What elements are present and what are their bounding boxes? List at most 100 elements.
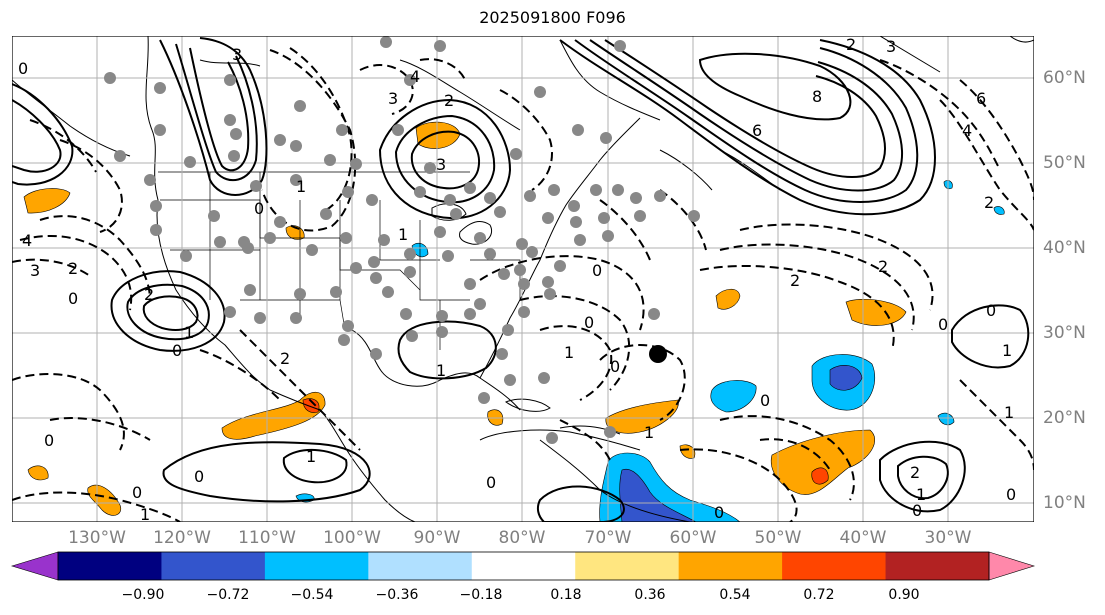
contour-label: 4 [962, 121, 972, 140]
colorbar-extend-high [988, 551, 1036, 581]
contour-label: 0 [938, 315, 948, 334]
contour-label: 1 [184, 323, 194, 342]
colorbar-segment [161, 552, 266, 580]
colorbar-extend-low [10, 551, 59, 581]
colorbar [10, 551, 1036, 581]
lat-label: 30°N [1043, 323, 1086, 343]
contour-label: 1 [398, 225, 408, 244]
contour-label: 2 [790, 271, 800, 290]
contour-label: 1 [306, 447, 316, 466]
contour-label: 1 [564, 343, 574, 362]
contour-label: 0 [486, 473, 496, 492]
contour-label: 3 [388, 89, 398, 108]
colorbar-tick-label: 0.90 [888, 587, 920, 603]
contour-label: 0 [254, 199, 264, 218]
colorbar-tick-label: 0.54 [719, 587, 751, 603]
colorbar-tick-label: −0.72 [206, 587, 250, 603]
graticule [12, 36, 1034, 522]
contour-label: 0 [132, 483, 142, 502]
contour-label: 2 [846, 35, 856, 54]
colorbar-tick-label: 0.36 [634, 587, 666, 603]
shade-orange-8 [487, 409, 504, 426]
shade-orange-5 [845, 298, 907, 326]
contour-label: 3 [30, 261, 40, 280]
shade-cyan-5 [937, 412, 955, 426]
lon-label: 110°W [238, 528, 296, 548]
colorbar-segment [264, 552, 369, 580]
contour-label: 1 [140, 505, 150, 524]
colorbar-segment [471, 552, 576, 580]
lon-label: 80°W [498, 528, 546, 548]
contour-label: 0 [68, 289, 78, 308]
colorbar-segment [782, 552, 887, 580]
colorbar-segments [10, 551, 1036, 581]
contour-label: 0 [18, 59, 28, 78]
positive-contours [12, 37, 1030, 522]
contour-label: 2 [910, 463, 920, 482]
contour-label: 1 [1002, 341, 1012, 360]
colorbar-tick-label: −0.36 [375, 587, 419, 603]
colorbar-segment [575, 552, 680, 580]
contour-label: 1 [296, 177, 306, 196]
colorbar-segment [58, 552, 162, 580]
lat-label: 50°N [1043, 153, 1086, 173]
shade-cyan-1 [710, 380, 757, 413]
contour-label: 3 [886, 37, 896, 56]
storm-center-marker [649, 345, 667, 363]
station-dots [104, 36, 700, 444]
lon-label: 60°W [669, 528, 717, 548]
shade-orange-3 [221, 392, 326, 440]
colorbar-segment [368, 552, 473, 580]
coastlines [12, 36, 1034, 522]
map-title: 2025091800 F096 [479, 8, 626, 27]
contour-label: 0 [610, 357, 620, 376]
lat-label: 40°N [1043, 238, 1086, 258]
contour-label: 8 [812, 87, 822, 106]
contour-label: 1 [436, 361, 446, 380]
shade-orange-12 [679, 444, 696, 459]
colorbar-segment [678, 552, 783, 580]
shade-blue-2 [619, 468, 697, 522]
shade-blue-1 [829, 365, 863, 391]
shade-cyan-7 [993, 206, 1005, 215]
contour-label: 0 [44, 431, 54, 450]
contour-label-layer: 0 3 4 2 3 3 2 3 8 6 6 4 2 4 3 2 0 2 1 0 … [18, 35, 1016, 524]
contour-label: 0 [194, 467, 204, 486]
lat-label: 20°N [1043, 408, 1086, 428]
colorbar-tick-label: 0.18 [550, 587, 582, 603]
shading-layer [23, 121, 1005, 522]
lon-label: 120°W [153, 528, 211, 548]
lon-label: 50°W [754, 528, 802, 548]
contour-label: 0 [912, 501, 922, 520]
lon-label: 40°W [839, 528, 887, 548]
colorbar-tick-label: −0.54 [290, 587, 334, 603]
contour-label: 1 [916, 485, 926, 504]
colorbar-segment [885, 552, 990, 580]
contour-label: 2 [144, 285, 154, 304]
contour-label: 2 [984, 193, 994, 212]
contour-label: 0 [714, 503, 724, 522]
contour-label: 4 [410, 67, 420, 86]
lat-label: 10°N [1043, 493, 1086, 513]
shade-orange-4 [715, 288, 741, 310]
lon-label: 100°W [323, 528, 381, 548]
shade-orange-1 [23, 188, 71, 214]
negative-contours [12, 47, 1034, 522]
shade-red-1 [302, 398, 320, 413]
colorbar-outline [57, 551, 990, 581]
lon-label: 90°W [413, 528, 461, 548]
shade-orange-9 [87, 484, 122, 516]
contour-label: 3 [436, 155, 446, 174]
contour-label: 0 [584, 313, 594, 332]
colorbar-tick-label: −0.18 [459, 587, 503, 603]
lon-label: 70°W [584, 528, 632, 548]
contour-label: 2 [280, 349, 290, 368]
contour-label: 0 [592, 261, 602, 280]
shade-orange-10 [27, 465, 49, 481]
contour-label: 1 [644, 423, 654, 442]
lat-label: 60°N [1043, 68, 1086, 88]
contour-label: 0 [760, 391, 770, 410]
contour-label: 6 [976, 89, 986, 108]
colorbar-tick-label: 0.72 [803, 587, 835, 603]
